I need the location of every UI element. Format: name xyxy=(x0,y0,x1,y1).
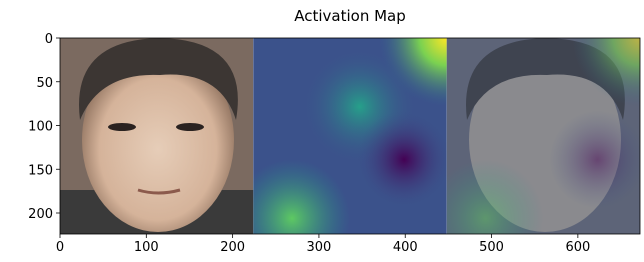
x-tick-label: 600 xyxy=(565,240,590,255)
x-tick-label: 400 xyxy=(393,240,418,255)
y-tick-label: 100 xyxy=(28,120,53,135)
x-tick-label: 500 xyxy=(479,240,504,255)
y-tick-label: 50 xyxy=(36,76,53,91)
heatmap-panel xyxy=(253,38,446,234)
chart: Activation Map 0 100 200 300 400 500 600 0 50 100… xyxy=(0,0,644,262)
overlay-panel xyxy=(447,38,640,234)
x-tick-label: 0 xyxy=(56,240,64,255)
x-tick-label: 100 xyxy=(134,240,159,255)
chart-title: Activation Map xyxy=(294,7,406,25)
face-panel xyxy=(60,38,253,234)
image-panels xyxy=(60,38,640,234)
x-tick-label: 200 xyxy=(220,240,245,255)
y-tick-label: 200 xyxy=(28,207,53,222)
y-tick-label: 150 xyxy=(28,163,53,178)
y-tick-label: 0 xyxy=(45,32,53,47)
x-tick-label: 300 xyxy=(307,240,332,255)
